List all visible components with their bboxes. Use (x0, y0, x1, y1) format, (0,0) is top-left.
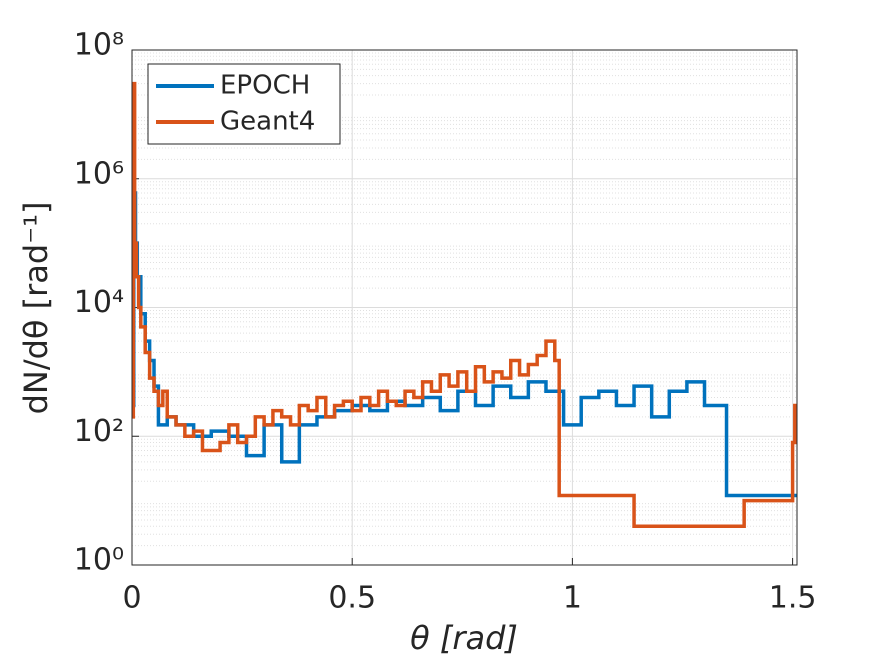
y-tick-label: 10⁴ (74, 285, 124, 320)
y-tick-label: 10² (74, 414, 124, 449)
y-tick-label: 10⁶ (74, 156, 124, 191)
axes-box (131, 49, 798, 566)
x-axis-label: θ [rad] (410, 619, 518, 657)
x-tick-label: 1.5 (769, 581, 817, 616)
legend-box (147, 63, 341, 145)
y-tick-label: 10⁸ (74, 28, 124, 63)
series-line (131, 81, 797, 528)
y-tick-label: 10⁰ (74, 543, 124, 578)
y-axis-label: dN/dθ [rad⁻¹] (17, 202, 55, 415)
legend-label: Geant4 (220, 107, 315, 137)
x-tick-label: 0 (122, 581, 141, 616)
x-tick-label: 1 (563, 581, 582, 616)
x-tick-label: 0.5 (328, 581, 376, 616)
legend-label: EPOCH (220, 71, 310, 101)
